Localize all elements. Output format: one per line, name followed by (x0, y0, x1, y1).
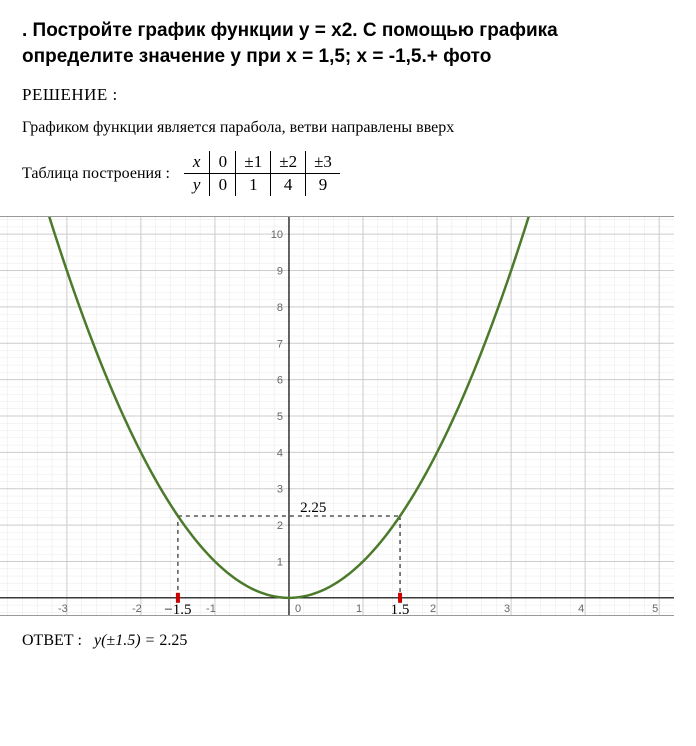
x-cell: ±1 (236, 151, 271, 174)
parabola-caption: Графиком функции является парабола, ветв… (22, 119, 674, 137)
solution-label: РЕШЕНИЕ : (22, 85, 674, 105)
svg-text:-2: -2 (132, 603, 142, 615)
svg-text:2.25: 2.25 (300, 500, 326, 516)
svg-text:2: 2 (277, 520, 283, 532)
build-table: x 0 ±1 ±2 ±3 y 0 1 4 9 (184, 151, 340, 196)
y-cell: 0 (210, 174, 236, 197)
svg-text:4: 4 (578, 603, 584, 615)
y-cell: 9 (306, 174, 340, 197)
svg-text:10: 10 (271, 229, 283, 241)
svg-text:1: 1 (356, 603, 362, 615)
svg-text:−1.5: −1.5 (164, 602, 191, 616)
answer-formula: y(±1.5) = (94, 632, 159, 649)
parabola-chart: -4-3-2-101234512345678910−1.51.52.25 (0, 216, 674, 616)
svg-text:4: 4 (277, 448, 283, 460)
build-table-row: Таблица построения : x 0 ±1 ±2 ±3 y 0 1 … (22, 151, 674, 196)
y-cell: 1 (236, 174, 271, 197)
y-header: y (184, 174, 210, 197)
x-header: x (184, 151, 210, 174)
x-cell: ±2 (271, 151, 306, 174)
svg-text:3: 3 (504, 603, 510, 615)
svg-text:5: 5 (277, 411, 283, 423)
x-cell: 0 (210, 151, 236, 174)
svg-text:1: 1 (277, 557, 283, 569)
x-cell: ±3 (306, 151, 340, 174)
problem-statement: . Постройте график функции y = x2. С пом… (22, 18, 674, 69)
table-row-x: x 0 ±1 ±2 ±3 (184, 151, 340, 174)
answer-value: 2.25 (159, 632, 187, 649)
svg-text:1.5: 1.5 (391, 602, 410, 616)
svg-text:-1: -1 (206, 603, 216, 615)
table-row-y: y 0 1 4 9 (184, 174, 340, 197)
svg-text:5: 5 (652, 603, 658, 615)
svg-text:6: 6 (277, 375, 283, 387)
svg-text:7: 7 (277, 339, 283, 351)
solution-page: . Постройте график функции y = x2. С пом… (0, 0, 696, 216)
svg-text:3: 3 (277, 484, 283, 496)
answer-label: ОТВЕТ : (22, 632, 82, 649)
svg-text:0: 0 (295, 603, 301, 615)
svg-text:9: 9 (277, 266, 283, 278)
svg-text:2: 2 (430, 603, 436, 615)
y-cell: 4 (271, 174, 306, 197)
answer-row: ОТВЕТ : y(±1.5) = 2.25 (22, 632, 674, 650)
build-table-label: Таблица построения : (22, 165, 170, 183)
svg-text:8: 8 (277, 302, 283, 314)
chart-svg: -4-3-2-101234512345678910−1.51.52.25 (0, 216, 674, 616)
svg-text:-3: -3 (58, 603, 68, 615)
